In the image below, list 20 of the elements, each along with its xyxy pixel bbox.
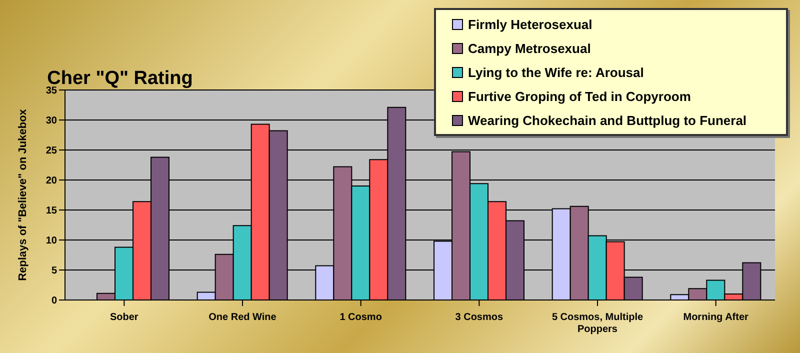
x-tick-label: 1 Cosmo [340,312,382,323]
y-tick-label: 0 [51,296,58,307]
x-tick-label: Sober [110,312,138,323]
y-tick-label: 35 [46,86,58,97]
legend-label: Firmly Heterosexual [468,16,592,32]
y-tick-label: 25 [46,146,58,157]
y-tick-label: 5 [51,266,58,277]
x-tick-label: 5 Cosmos, Multiple Poppers [552,312,644,335]
x-tick-label: 3 Cosmos [455,312,504,323]
y-tick-label: 30 [46,116,58,127]
x-tick-label: One Red Wine [208,312,277,323]
y-tick-label: 15 [46,206,58,217]
x-tick-label: Morning After [683,312,749,323]
legend-label: Furtive Groping of Ted in Copyroom [468,88,691,104]
y-axis-title: Replays of "Believe" on Jukebox [16,108,29,281]
y-tick-label: 10 [46,236,58,247]
legend-label: Wearing Chokechain and Buttplug to Funeral [468,112,747,128]
legend-label: Lying to the Wife re: Arousal [468,64,644,80]
y-tick-label: 20 [46,176,58,187]
legend-label: Campy Metrosexual [468,40,591,56]
